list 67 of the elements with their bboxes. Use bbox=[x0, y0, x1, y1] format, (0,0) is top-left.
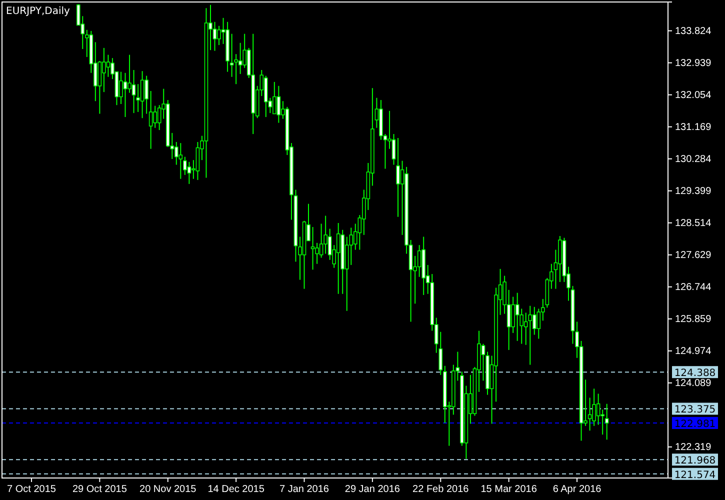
candlestick bbox=[212, 21, 217, 52]
candlestick bbox=[392, 134, 396, 166]
candlestick bbox=[310, 226, 315, 270]
candlestick bbox=[596, 393, 600, 426]
candlestick bbox=[515, 292, 520, 342]
y-tick-label: 125.859 bbox=[675, 314, 712, 326]
candlestick bbox=[238, 42, 242, 74]
x-tick-label: 14 Dec 2015 bbox=[208, 484, 265, 496]
candlestick bbox=[604, 403, 609, 440]
x-tick-label: 15 Mar 2016 bbox=[480, 484, 538, 496]
x-tick-label: 20 Nov 2015 bbox=[140, 484, 197, 496]
ref-line-label: 123.375 bbox=[674, 404, 716, 416]
chart-title: EURJPY,Daily bbox=[6, 6, 70, 17]
y-tick-label: 126.744 bbox=[675, 282, 712, 294]
candlestick bbox=[196, 141, 200, 180]
candlestick bbox=[417, 244, 422, 278]
ref-line-label: 121.968 bbox=[674, 456, 716, 467]
y-tick-label: 127.629 bbox=[675, 250, 712, 262]
y-tick-label: 132.939 bbox=[675, 58, 712, 69]
candlestick bbox=[128, 54, 132, 94]
candlestick bbox=[144, 75, 148, 114]
candlestick bbox=[123, 72, 128, 118]
x-tick-label: 7 Oct 2015 bbox=[7, 484, 56, 496]
y-tick-label: 124.974 bbox=[675, 346, 712, 358]
candlestick bbox=[98, 60, 102, 114]
x-tick-label: 29 Oct 2015 bbox=[72, 484, 128, 496]
candlestick bbox=[187, 161, 192, 184]
x-tick-label: 22 Feb 2016 bbox=[412, 484, 470, 496]
candlestick bbox=[119, 71, 123, 104]
candlestick bbox=[140, 70, 144, 119]
y-tick-label: 129.399 bbox=[675, 186, 712, 198]
candlestick bbox=[558, 236, 562, 282]
candlestick bbox=[132, 70, 136, 114]
y-tick-label: 130.284 bbox=[675, 154, 712, 166]
candlestick bbox=[153, 105, 157, 128]
ref-line-label: 121.574 bbox=[674, 470, 716, 481]
candlestick bbox=[276, 85, 281, 124]
candlestick bbox=[481, 343, 486, 382]
x-tick-label: 6 Apr 2016 bbox=[552, 484, 602, 496]
candlestick bbox=[528, 305, 532, 366]
candlestick bbox=[511, 296, 515, 334]
candlestick bbox=[396, 138, 400, 218]
y-tick-label: 122.319 bbox=[675, 442, 712, 454]
candlestick bbox=[217, 25, 221, 46]
candlestick bbox=[319, 223, 324, 258]
candlestick bbox=[157, 104, 162, 131]
candlestick bbox=[230, 33, 234, 78]
x-tick-label: 29 Jan 2016 bbox=[344, 484, 400, 496]
candlestick bbox=[148, 90, 153, 150]
candlestick bbox=[328, 228, 332, 260]
x-tick-label: 7 Jan 2016 bbox=[280, 484, 330, 496]
candlestick bbox=[592, 388, 596, 426]
y-tick-label: 131.169 bbox=[675, 122, 712, 134]
ref-line-label: 122.981 bbox=[674, 418, 716, 430]
candlestick bbox=[336, 222, 340, 294]
candlestick bbox=[588, 397, 592, 432]
candlestick bbox=[178, 142, 183, 180]
y-tick-label: 133.824 bbox=[675, 26, 712, 37]
y-tick-label: 124.089 bbox=[675, 378, 712, 390]
candlestick bbox=[272, 81, 276, 114]
y-tick-label: 132.054 bbox=[675, 90, 712, 102]
ref-line-label: 124.388 bbox=[674, 368, 716, 380]
candlestick bbox=[102, 47, 106, 93]
y-tick-label: 128.514 bbox=[675, 218, 712, 230]
candlestick bbox=[536, 308, 541, 340]
candlestick bbox=[324, 215, 328, 254]
candlestick bbox=[106, 54, 110, 78]
